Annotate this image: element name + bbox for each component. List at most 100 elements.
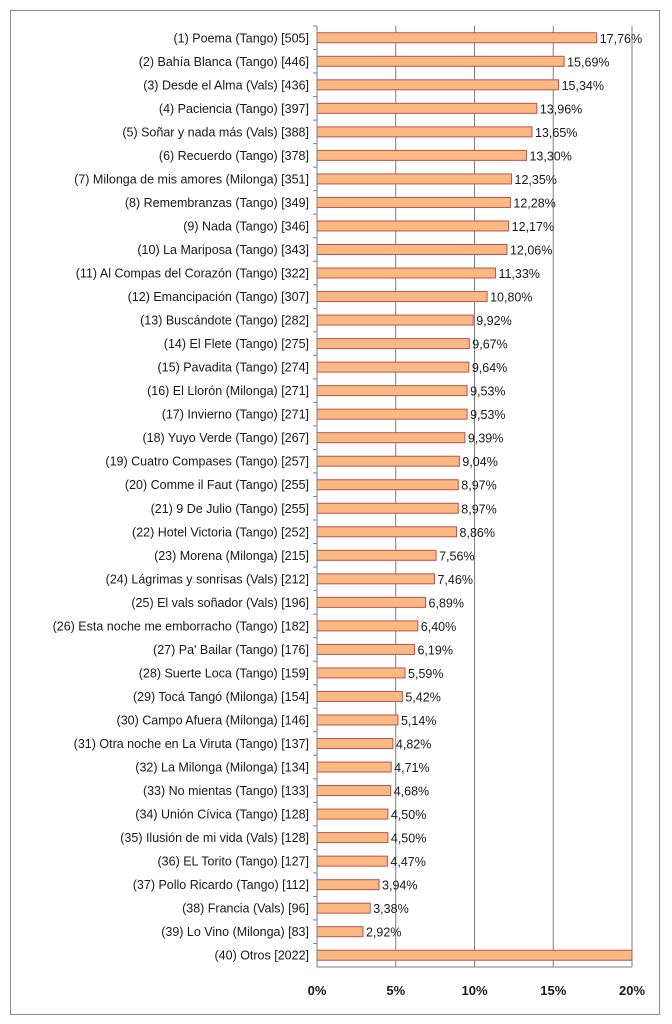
bar xyxy=(316,243,508,255)
data-label: 9,39% xyxy=(468,432,503,446)
bars xyxy=(316,32,633,961)
bar xyxy=(316,714,399,726)
category-label: (34) Unión Cívica (Tango) [128] xyxy=(135,808,309,822)
bar xyxy=(316,808,389,820)
category-label: (7) Milonga de mis amores (Milonga) [351… xyxy=(74,172,309,186)
data-label: 5,14% xyxy=(401,714,436,728)
bar xyxy=(316,549,437,561)
bar xyxy=(316,738,394,750)
category-label: (36) EL Torito (Tango) [127] xyxy=(158,855,309,869)
bar xyxy=(316,667,406,679)
data-label: 4,47% xyxy=(390,855,425,869)
category-label: (10) La Mariposa (Tango) [343] xyxy=(137,243,309,257)
data-label: 8,86% xyxy=(460,526,495,540)
data-label: 8,97% xyxy=(461,502,496,516)
bar xyxy=(316,949,633,961)
category-label: (18) Yuyo Verde (Tango) [267] xyxy=(142,431,309,445)
category-label: (6) Recuerdo (Tango) [378] xyxy=(159,149,309,163)
category-label: (22) Hotel Victoria (Tango) [252] xyxy=(132,525,309,539)
data-label: 15,34% xyxy=(562,79,604,93)
bar xyxy=(316,267,496,279)
labels: 0% 5% 10% 15% 20% (1) Poema (Tango) [505] 17,7… xyxy=(53,31,646,998)
data-label: 9,53% xyxy=(470,385,505,399)
category-label: (1) Poema (Tango) [505] xyxy=(174,31,310,45)
data-label: 4,68% xyxy=(394,785,429,799)
category-label: (39) Lo Vino (Milonga) [83] xyxy=(161,925,309,939)
x-tick-label: 15% xyxy=(540,983,566,998)
data-label: 13,65% xyxy=(535,126,577,140)
bar xyxy=(316,408,468,420)
data-label: 5,59% xyxy=(408,667,443,681)
data-label: 13,30% xyxy=(529,149,571,163)
bar xyxy=(316,596,427,608)
data-label: 12,17% xyxy=(512,220,554,234)
data-label: 6,40% xyxy=(421,620,456,634)
category-label: (2) Bahía Blanca (Tango) [446] xyxy=(139,55,309,69)
data-label: 6,89% xyxy=(429,596,464,610)
bar xyxy=(316,761,392,773)
data-label: 9,53% xyxy=(470,408,505,422)
category-label: (23) Morena (Milonga) [215] xyxy=(154,549,309,563)
bar xyxy=(316,455,460,467)
gridlines xyxy=(395,26,633,967)
bar xyxy=(316,479,459,491)
x-tick-label: 10% xyxy=(461,983,487,998)
bar xyxy=(316,926,364,938)
bar xyxy=(316,220,510,232)
category-label: (16) El Llorón (Milonga) [271] xyxy=(147,384,309,398)
bar xyxy=(316,196,511,208)
bar xyxy=(316,102,538,114)
bar xyxy=(316,55,565,67)
x-tick-label: 5% xyxy=(386,983,405,998)
bar xyxy=(316,385,468,397)
bar xyxy=(316,526,458,538)
data-label: 4,71% xyxy=(394,761,429,775)
category-label: (8) Remembranzas (Tango) [349] xyxy=(125,196,309,210)
category-label: (24) Lágrimas y sonrisas (Vals) [212] xyxy=(106,572,309,586)
bar xyxy=(316,643,415,655)
category-label: (33) No mientas (Tango) [133] xyxy=(143,784,309,798)
bar xyxy=(316,690,403,702)
category-label: (30) Campo Afuera (Milonga) [146] xyxy=(117,713,309,727)
category-label: (17) Invierno (Tango) [271] xyxy=(162,408,309,422)
bar xyxy=(316,785,392,797)
category-label: (27) Pa' Bailar (Tango) [176] xyxy=(153,643,309,657)
data-label: 13,96% xyxy=(540,102,582,116)
bar xyxy=(316,855,388,867)
data-label: 4,50% xyxy=(391,832,426,846)
category-label: (13) Buscándote (Tango) [282] xyxy=(140,314,309,328)
bar xyxy=(316,432,466,444)
bar xyxy=(316,173,513,185)
data-label: 12,06% xyxy=(510,243,552,257)
bar xyxy=(316,620,419,632)
category-label: (37) Pollo Ricardo (Tango) [112] xyxy=(133,878,309,892)
bar xyxy=(316,32,598,44)
bar xyxy=(316,502,459,514)
category-label: (29) Tocá Tangó (Milonga) [154] xyxy=(133,690,309,704)
category-label: (40) Otros [2022] xyxy=(215,949,310,963)
data-label: 9,04% xyxy=(462,455,497,469)
bar xyxy=(316,573,435,585)
bar xyxy=(316,126,533,138)
x-tick-label: 0% xyxy=(308,983,327,998)
data-label: 9,92% xyxy=(476,314,511,328)
category-label: (12) Emancipación (Tango) [307] xyxy=(128,290,309,304)
category-label: (15) Pavadita (Tango) [274] xyxy=(158,361,309,375)
category-label: (28) Suerte Loca (Tango) [159] xyxy=(139,666,309,680)
category-label: (3) Desde el Alma (Vals) [436] xyxy=(143,78,309,92)
bar xyxy=(316,291,488,303)
data-label: 12,35% xyxy=(515,173,557,187)
bar xyxy=(316,79,560,91)
category-label: (25) El vals soñador (Vals) [196] xyxy=(131,596,309,610)
data-label: 7,46% xyxy=(437,573,472,587)
data-label: 11,33% xyxy=(498,267,539,281)
data-label: 15,69% xyxy=(567,55,609,69)
category-label: (38) Francia (Vals) [96] xyxy=(182,902,309,916)
category-label: (26) Esta noche me emborracho (Tango) [1… xyxy=(53,619,309,633)
bar xyxy=(316,832,389,844)
data-label: 9,64% xyxy=(472,361,507,375)
category-label: (31) Otra noche en La Viruta (Tango) [13… xyxy=(74,737,309,751)
bar xyxy=(316,149,527,161)
data-label: 9,67% xyxy=(472,338,507,352)
